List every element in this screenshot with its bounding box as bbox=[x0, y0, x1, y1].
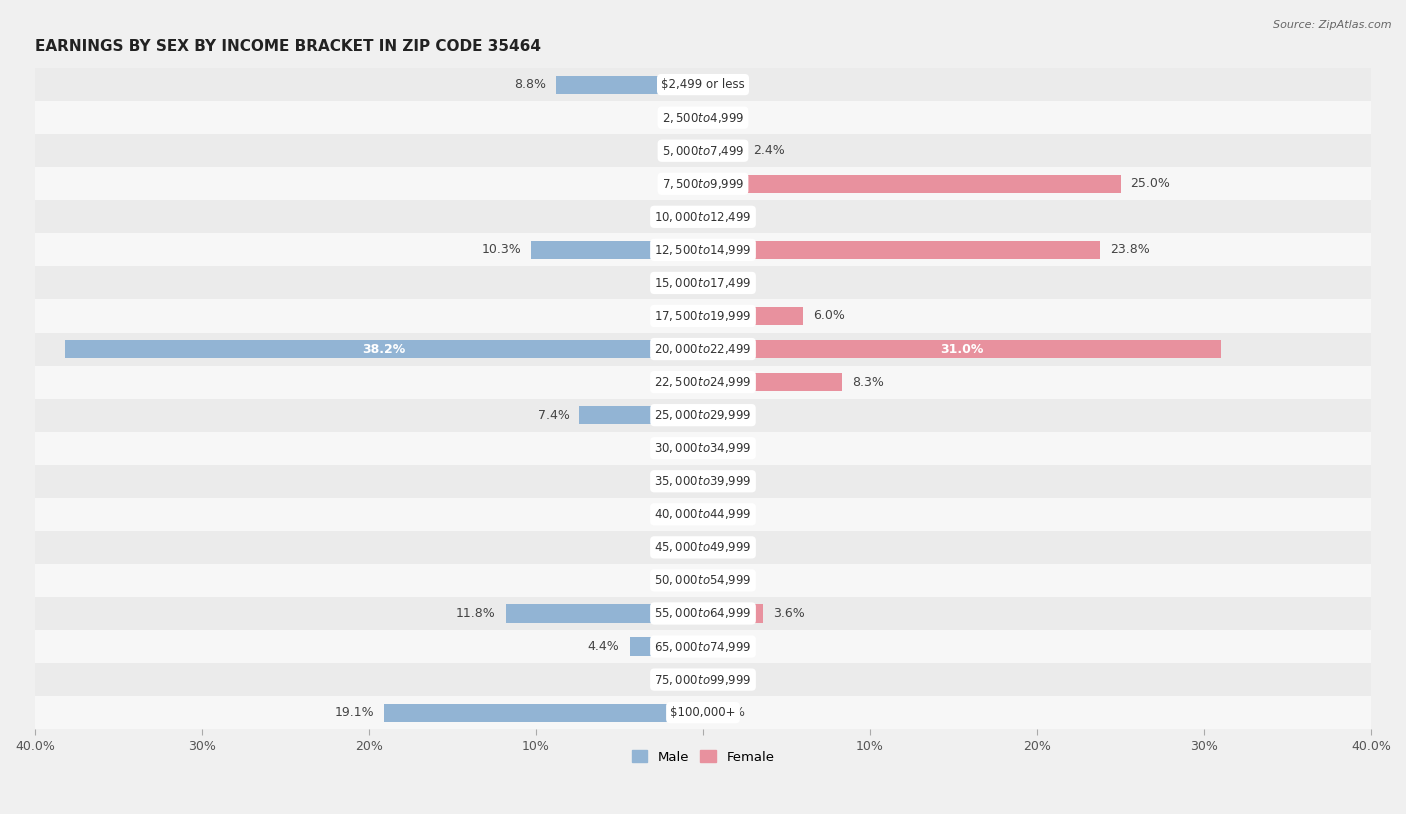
Text: 3.6%: 3.6% bbox=[773, 607, 804, 620]
Text: 0.0%: 0.0% bbox=[713, 673, 745, 686]
Text: 0.0%: 0.0% bbox=[713, 508, 745, 521]
Text: 0.0%: 0.0% bbox=[661, 112, 693, 125]
Text: 0.0%: 0.0% bbox=[713, 210, 745, 223]
Text: 0.0%: 0.0% bbox=[713, 78, 745, 91]
Text: $7,500 to $9,999: $7,500 to $9,999 bbox=[662, 177, 744, 190]
Bar bbox=[65, 340, 703, 358]
Text: 0.0%: 0.0% bbox=[661, 673, 693, 686]
Bar bbox=[703, 241, 1101, 259]
Text: $15,000 to $17,499: $15,000 to $17,499 bbox=[654, 276, 752, 290]
Text: EARNINGS BY SEX BY INCOME BRACKET IN ZIP CODE 35464: EARNINGS BY SEX BY INCOME BRACKET IN ZIP… bbox=[35, 39, 541, 55]
Text: 0.0%: 0.0% bbox=[661, 309, 693, 322]
Text: 11.8%: 11.8% bbox=[456, 607, 496, 620]
Bar bbox=[703, 142, 744, 160]
Legend: Male, Female: Male, Female bbox=[626, 745, 780, 769]
Text: 0.0%: 0.0% bbox=[713, 706, 745, 719]
Bar bbox=[506, 604, 703, 623]
Bar bbox=[35, 431, 1371, 465]
Text: $10,000 to $12,499: $10,000 to $12,499 bbox=[654, 210, 752, 224]
Text: 0.0%: 0.0% bbox=[661, 475, 693, 488]
Text: 38.2%: 38.2% bbox=[363, 343, 405, 356]
Text: 19.1%: 19.1% bbox=[335, 706, 374, 719]
Text: 0.0%: 0.0% bbox=[713, 574, 745, 587]
Bar bbox=[703, 604, 763, 623]
Text: 31.0%: 31.0% bbox=[941, 343, 984, 356]
Text: 0.0%: 0.0% bbox=[713, 112, 745, 125]
Bar bbox=[35, 300, 1371, 332]
Bar bbox=[35, 266, 1371, 300]
Text: $2,500 to $4,999: $2,500 to $4,999 bbox=[662, 111, 744, 125]
Bar bbox=[35, 234, 1371, 266]
Bar bbox=[35, 531, 1371, 564]
Bar bbox=[35, 167, 1371, 200]
Text: $100,000+: $100,000+ bbox=[671, 706, 735, 719]
Text: 0.0%: 0.0% bbox=[713, 640, 745, 653]
Bar bbox=[35, 134, 1371, 167]
Text: 0.0%: 0.0% bbox=[713, 540, 745, 554]
Bar bbox=[35, 597, 1371, 630]
Text: 0.0%: 0.0% bbox=[661, 375, 693, 388]
Text: $55,000 to $64,999: $55,000 to $64,999 bbox=[654, 606, 752, 620]
Text: $40,000 to $44,999: $40,000 to $44,999 bbox=[654, 507, 752, 521]
Text: 0.0%: 0.0% bbox=[661, 574, 693, 587]
Bar bbox=[579, 406, 703, 424]
Text: 0.0%: 0.0% bbox=[713, 409, 745, 422]
Text: 0.0%: 0.0% bbox=[661, 144, 693, 157]
Text: 0.0%: 0.0% bbox=[661, 177, 693, 190]
Text: 8.8%: 8.8% bbox=[515, 78, 546, 91]
Text: 7.4%: 7.4% bbox=[537, 409, 569, 422]
Bar bbox=[35, 696, 1371, 729]
Bar bbox=[35, 200, 1371, 234]
Bar bbox=[703, 307, 803, 325]
Text: $25,000 to $29,999: $25,000 to $29,999 bbox=[654, 408, 752, 422]
Text: Source: ZipAtlas.com: Source: ZipAtlas.com bbox=[1274, 20, 1392, 30]
Bar bbox=[531, 241, 703, 259]
Bar bbox=[703, 340, 1220, 358]
Text: $20,000 to $22,499: $20,000 to $22,499 bbox=[654, 342, 752, 356]
Text: 6.0%: 6.0% bbox=[813, 309, 845, 322]
Bar bbox=[384, 703, 703, 722]
Text: 2.4%: 2.4% bbox=[754, 144, 785, 157]
Text: $22,500 to $24,999: $22,500 to $24,999 bbox=[654, 375, 752, 389]
Text: 0.0%: 0.0% bbox=[661, 277, 693, 290]
Bar bbox=[703, 175, 1121, 193]
Bar bbox=[555, 76, 703, 94]
Text: $30,000 to $34,999: $30,000 to $34,999 bbox=[654, 441, 752, 455]
Text: 0.0%: 0.0% bbox=[713, 475, 745, 488]
Text: 0.0%: 0.0% bbox=[661, 210, 693, 223]
Text: 0.0%: 0.0% bbox=[713, 442, 745, 455]
Text: $5,000 to $7,499: $5,000 to $7,499 bbox=[662, 144, 744, 158]
Text: 0.0%: 0.0% bbox=[713, 277, 745, 290]
Bar bbox=[35, 68, 1371, 101]
Bar bbox=[630, 637, 703, 655]
Text: 0.0%: 0.0% bbox=[661, 540, 693, 554]
Bar bbox=[35, 498, 1371, 531]
Bar bbox=[35, 399, 1371, 431]
Bar bbox=[35, 630, 1371, 663]
Bar bbox=[35, 663, 1371, 696]
Bar bbox=[35, 365, 1371, 399]
Text: $12,500 to $14,999: $12,500 to $14,999 bbox=[654, 243, 752, 257]
Text: $50,000 to $54,999: $50,000 to $54,999 bbox=[654, 573, 752, 588]
Text: $2,499 or less: $2,499 or less bbox=[661, 78, 745, 91]
Text: 0.0%: 0.0% bbox=[661, 442, 693, 455]
Text: $45,000 to $49,999: $45,000 to $49,999 bbox=[654, 540, 752, 554]
Text: 8.3%: 8.3% bbox=[852, 375, 883, 388]
Bar bbox=[35, 465, 1371, 498]
Text: 25.0%: 25.0% bbox=[1130, 177, 1170, 190]
Text: $65,000 to $74,999: $65,000 to $74,999 bbox=[654, 640, 752, 654]
Bar bbox=[703, 373, 842, 392]
Text: 10.3%: 10.3% bbox=[481, 243, 522, 256]
Text: $75,000 to $99,999: $75,000 to $99,999 bbox=[654, 672, 752, 686]
Text: 0.0%: 0.0% bbox=[661, 508, 693, 521]
Text: 23.8%: 23.8% bbox=[1111, 243, 1150, 256]
Bar bbox=[35, 564, 1371, 597]
Text: $17,500 to $19,999: $17,500 to $19,999 bbox=[654, 309, 752, 323]
Text: $35,000 to $39,999: $35,000 to $39,999 bbox=[654, 475, 752, 488]
Text: 4.4%: 4.4% bbox=[588, 640, 620, 653]
Bar bbox=[35, 101, 1371, 134]
Bar bbox=[35, 332, 1371, 365]
